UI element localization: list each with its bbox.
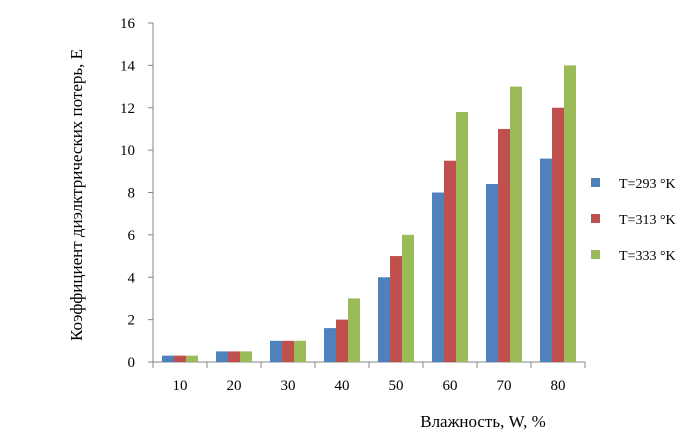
y-axis-title: Коэффициент диэлктрических потерь, E — [67, 49, 86, 341]
bar-series-3-60 — [456, 111, 468, 362]
x-tick-label: 40 — [335, 378, 350, 394]
legend-swatch — [591, 250, 600, 259]
y-axis: 0 2 4 6 8 10 12 14 16 — [120, 16, 154, 371]
bar-series-1-30 — [270, 340, 282, 362]
bar-series-3-40 — [348, 298, 360, 362]
y-tick-label: 8 — [128, 186, 136, 202]
bar-series-1-70 — [486, 184, 498, 362]
bars — [162, 65, 576, 362]
legend-swatch — [591, 214, 600, 223]
bar-series-1-60 — [432, 192, 444, 362]
bar-series-2-20 — [228, 351, 240, 362]
bar-series-2-70 — [498, 128, 510, 362]
bar-series-3-70 — [510, 86, 522, 362]
bar-series-3-50 — [402, 234, 414, 362]
x-axis: 10 20 30 40 50 60 70 80 — [152, 361, 586, 394]
legend-label: T=333 °K — [619, 249, 676, 264]
bar-series-1-10 — [162, 355, 174, 362]
bar-series-2-10 — [174, 355, 186, 362]
bar-series-3-20 — [240, 351, 252, 362]
bar-series-3-10 — [186, 355, 198, 362]
y-tick-label: 16 — [120, 16, 136, 32]
x-tick-label: 80 — [551, 378, 566, 394]
x-tick-label: 20 — [227, 378, 242, 394]
bar-series-1-50 — [378, 277, 390, 362]
y-tick-label: 14 — [120, 58, 136, 74]
bar-series-2-80 — [552, 107, 564, 362]
bar-series-2-40 — [336, 319, 348, 362]
legend-swatch — [591, 178, 600, 187]
legend: T=293 °K T=313 °K T=333 °K — [591, 177, 676, 264]
legend-label: T=293 °K — [619, 177, 676, 192]
bar-series-2-30 — [282, 340, 294, 362]
x-tick-label: 10 — [173, 378, 188, 394]
bar-series-3-80 — [564, 65, 576, 362]
x-tick-label: 50 — [389, 378, 404, 394]
bar-series-2-60 — [444, 160, 456, 362]
y-tick-label: 10 — [120, 143, 135, 159]
x-tick-label: 60 — [443, 378, 458, 394]
bar-series-1-20 — [216, 351, 228, 362]
bar-series-2-50 — [390, 256, 402, 362]
legend-label: T=313 °K — [619, 213, 676, 228]
bar-series-3-30 — [294, 340, 306, 362]
bar-series-1-40 — [324, 328, 336, 362]
y-tick-label: 2 — [128, 313, 136, 329]
x-axis-title: Влажность, W, % — [420, 412, 546, 431]
x-tick-label: 30 — [281, 378, 296, 394]
x-tick-label: 70 — [497, 378, 512, 394]
bar-series-1-80 — [540, 158, 552, 362]
y-tick-label: 0 — [128, 355, 136, 371]
y-tick-label: 12 — [120, 101, 135, 117]
y-tick-label: 6 — [128, 228, 136, 244]
y-tick-label: 4 — [128, 270, 136, 286]
